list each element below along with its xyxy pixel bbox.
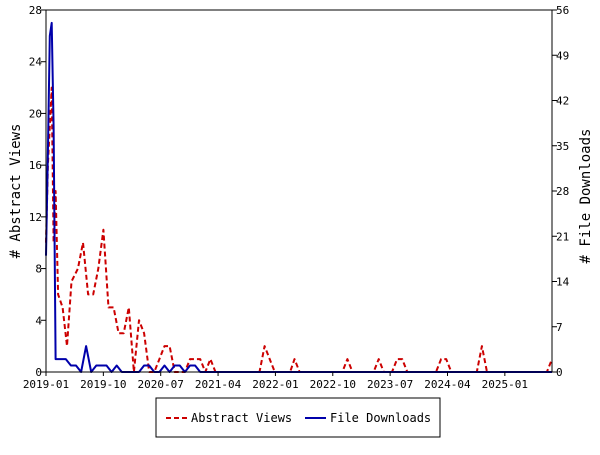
y-right-tick-label: 49 — [556, 49, 569, 62]
y-right-tick-label: 42 — [556, 95, 569, 108]
y-axis-right-title: # File Downloads — [578, 129, 594, 264]
y-right-tick-label: 21 — [556, 230, 569, 243]
y-left-tick-label: 20 — [29, 107, 42, 120]
x-tick-label: 2022-01 — [252, 378, 298, 391]
plot-background — [46, 10, 552, 372]
y-left-tick-label: 24 — [29, 56, 43, 69]
y-right-tick-label: 14 — [556, 276, 570, 289]
y-left-tick-label: 8 — [35, 263, 42, 276]
legend-label-abstract-views: Abstract Views — [191, 411, 292, 425]
y-left-tick-label: 4 — [35, 314, 42, 327]
x-tick-label: 2019-10 — [80, 378, 126, 391]
y-right-tick-label: 56 — [556, 4, 569, 17]
y-right-tick-label: 0 — [556, 366, 563, 379]
axes-layer: 0 4 8 12 16 20 24 28 0 7 14 21 28 35 42 49 56 2019-01 2019… — [23, 4, 570, 391]
x-tick-label: 2020-07 — [138, 378, 184, 391]
legend-box — [155, 397, 441, 438]
x-tick-label: 2019-01 — [23, 378, 69, 391]
y-left-tick-label: 0 — [35, 366, 42, 379]
y-left-tick-label: 12 — [29, 211, 42, 224]
x-tick-label: 2022-10 — [310, 378, 356, 391]
y-left-tick-label: 28 — [29, 4, 42, 17]
y-axis-left-title: # Abstract Views — [8, 124, 24, 259]
x-tick-label: 2023-07 — [367, 378, 413, 391]
y-left-tick-label: 16 — [29, 159, 42, 172]
legend: Abstract Views File Downloads — [155, 397, 441, 438]
y-right-tick-label: 7 — [556, 321, 563, 334]
x-tick-label: 2024-04 — [424, 378, 471, 391]
y-right-tick-label: 28 — [556, 185, 569, 198]
legend-label-file-downloads: File Downloads — [330, 411, 431, 425]
x-tick-label: 2021-04 — [195, 378, 242, 391]
x-tick-label: 2025-01 — [482, 378, 528, 391]
series-line-abstract-views — [45, 86, 553, 373]
plot-area — [46, 10, 552, 372]
y-right-tick-label: 35 — [556, 140, 569, 153]
